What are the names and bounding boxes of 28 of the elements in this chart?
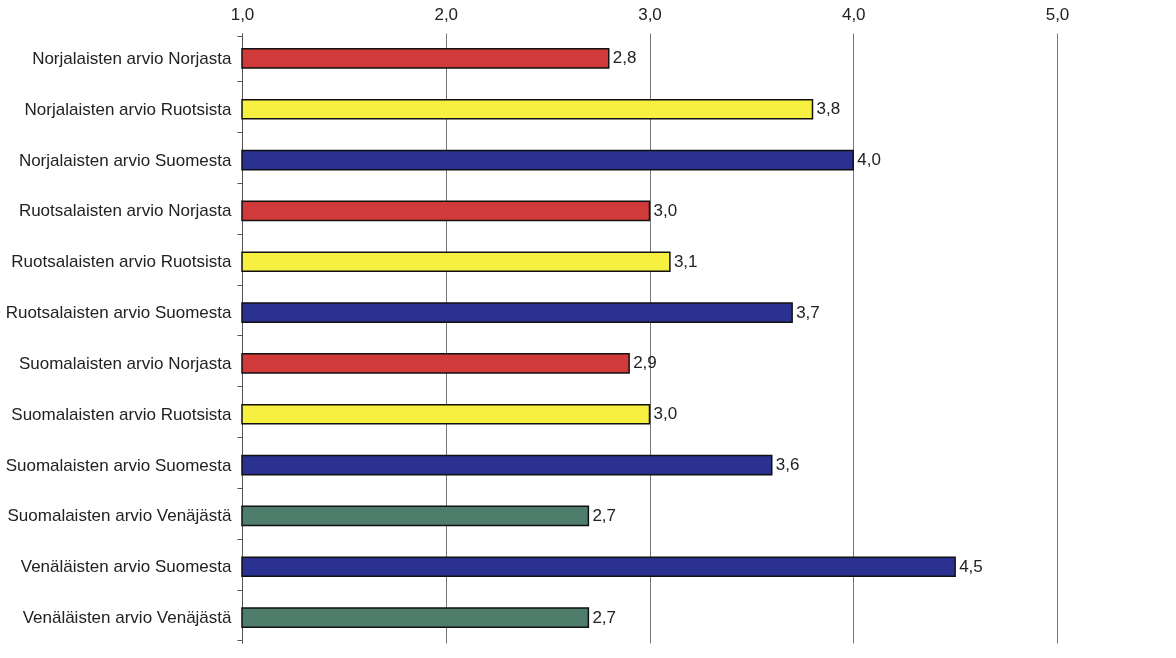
- y-tick-label: Suomalaisten arvio Suomesta: [5, 455, 233, 475]
- data-label: 4,0: [857, 150, 881, 170]
- y-tick-label: Ruotsalaisten arvio Suomesta: [5, 303, 233, 323]
- x-tick-label: 1,0: [230, 4, 255, 24]
- data-label: 3,0: [653, 404, 678, 424]
- data-label: 3,1: [673, 251, 698, 271]
- data-label: 3,6: [775, 455, 800, 475]
- data-label: 2,7: [592, 607, 617, 627]
- y-tick-label: Suomalaisten arvio Venäjästä: [7, 506, 233, 526]
- y-tick-label: Norjalaisten arvio Ruotsista: [24, 99, 233, 119]
- data-label: 3,7: [796, 302, 820, 322]
- x-tick-label: 5,0: [1045, 4, 1070, 24]
- x-tick-label: 4,0: [841, 4, 866, 24]
- y-tick-label: Ruotsalaisten arvio Ruotsista: [11, 252, 233, 272]
- data-label: 3,0: [653, 200, 678, 220]
- data-label: 2,8: [612, 48, 637, 68]
- data-label: 4,5: [959, 556, 983, 576]
- y-tick-label: Norjalaisten arvio Norjasta: [32, 48, 233, 68]
- x-tick-label: 3,0: [638, 4, 662, 24]
- data-label: 2,7: [592, 505, 617, 525]
- y-tick-label: Suomalaisten arvio Norjasta: [18, 353, 233, 373]
- y-tick-label: Venäläisten arvio Venäjästä: [22, 608, 233, 628]
- y-tick-label: Norjalaisten arvio Suomesta: [18, 150, 233, 170]
- data-label: 3,8: [816, 99, 841, 119]
- y-tick-label: Venäläisten arvio Suomesta: [20, 557, 233, 577]
- x-tick-label: 2,0: [434, 4, 459, 24]
- y-tick-label: Ruotsalaisten arvio Norjasta: [18, 201, 233, 221]
- y-tick-label: Suomalaisten arvio Ruotsista: [11, 404, 233, 424]
